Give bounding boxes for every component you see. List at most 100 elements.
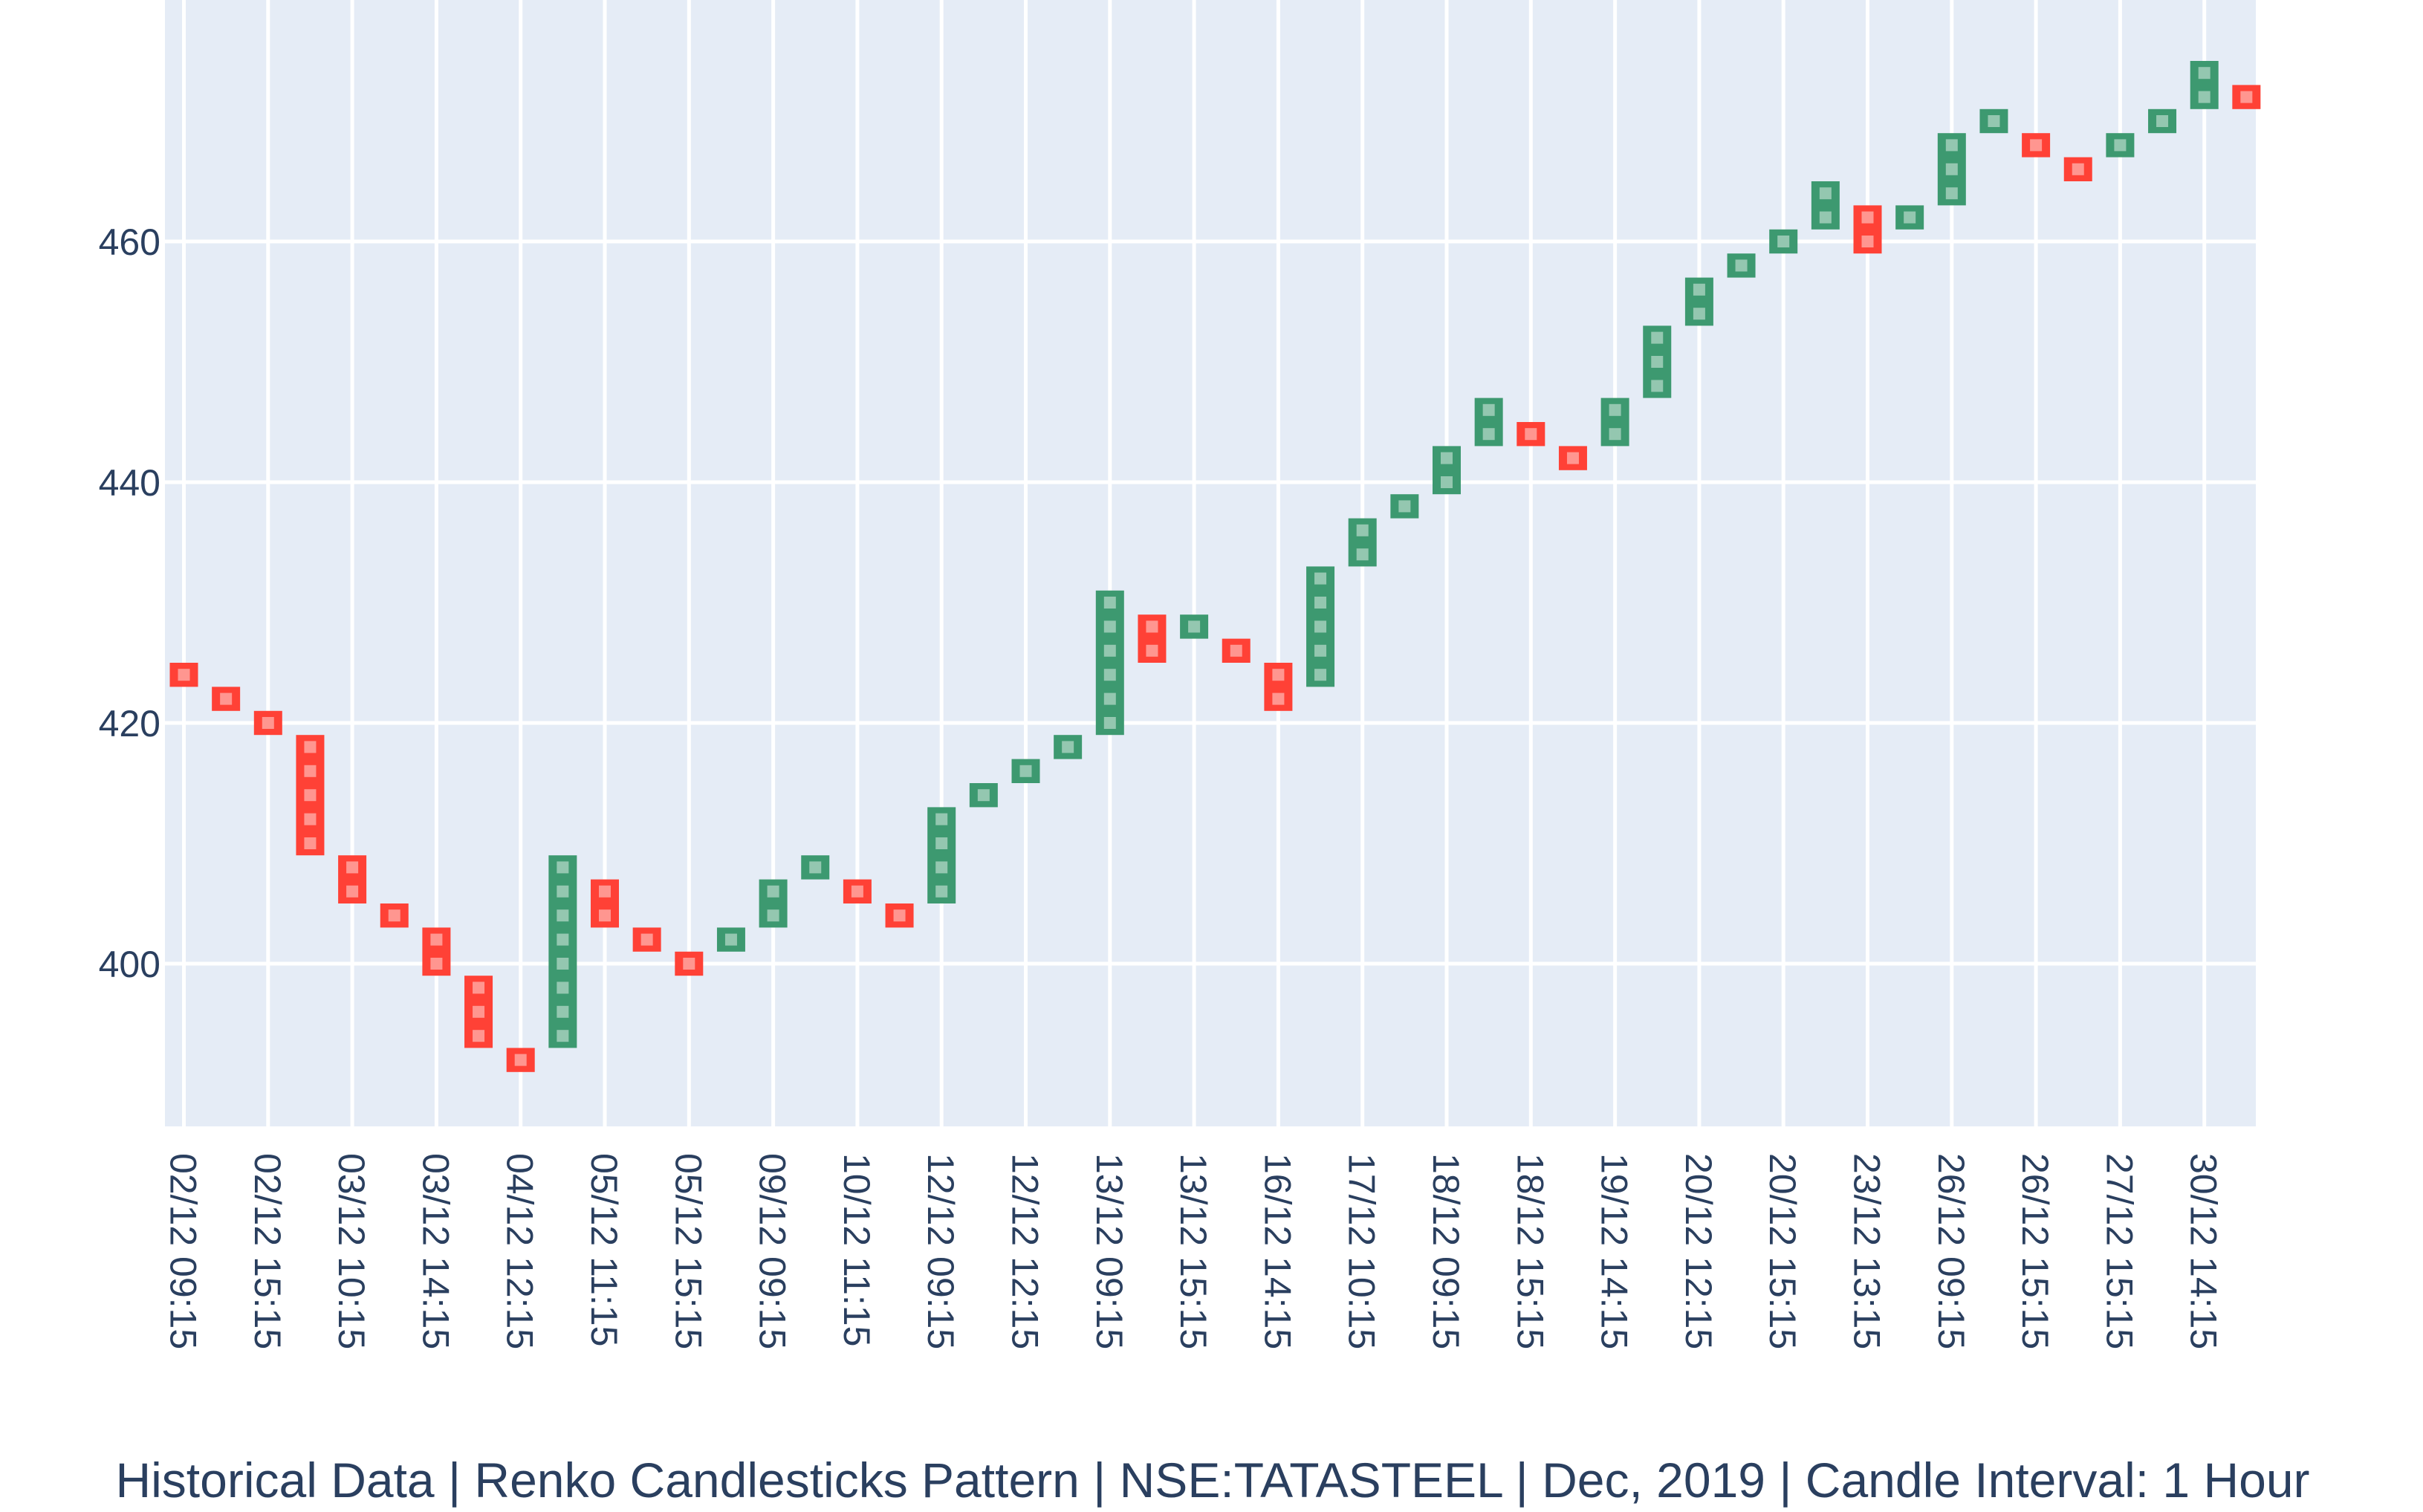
- up-brick: [1727, 253, 1756, 278]
- brick-box-marker: [1146, 620, 1158, 633]
- brick-box-marker: [599, 885, 611, 898]
- brick-box-marker: [430, 933, 443, 946]
- brick-box-marker: [557, 885, 569, 898]
- x-tick-label: 26/12 09:15: [1930, 1153, 1972, 1349]
- x-tick-label: 16/12 14:15: [1256, 1153, 1298, 1349]
- x-tick-label: 27/12 15:15: [2098, 1153, 2140, 1349]
- brick-box-marker: [178, 669, 190, 681]
- brick-box-marker: [1482, 403, 1495, 416]
- brick-box-marker: [1188, 620, 1201, 633]
- x-tick-label: 03/12 14:15: [415, 1153, 456, 1349]
- brick-box-marker: [2240, 91, 2253, 103]
- down-brick: [1517, 422, 1545, 447]
- x-tick-label: 23/12 13:15: [1846, 1153, 1888, 1349]
- x-tick-label: 02/12 15:15: [247, 1153, 288, 1349]
- down-brick: [1558, 446, 1587, 470]
- x-tick-label: 10/12 11:15: [836, 1153, 878, 1346]
- up-brick: [1011, 759, 1040, 783]
- down-brick: [380, 903, 409, 928]
- up-brick: [2190, 61, 2219, 109]
- y-tick-label: 460: [99, 221, 160, 263]
- brick-box-marker: [1566, 452, 1579, 464]
- up-brick: [1433, 446, 1461, 495]
- brick-box-marker: [430, 958, 443, 970]
- down-brick: [1138, 614, 1167, 663]
- up-brick: [759, 879, 788, 928]
- down-brick: [1853, 205, 1882, 254]
- up-brick: [1684, 277, 1713, 326]
- brick-box-marker: [2198, 91, 2210, 103]
- brick-box-marker: [1103, 644, 1116, 657]
- x-tick-label: 09/12 09:15: [752, 1153, 794, 1349]
- up-brick: [1180, 614, 1209, 639]
- down-brick: [1264, 663, 1293, 711]
- brick-box-marker: [262, 717, 274, 729]
- down-brick: [885, 903, 914, 928]
- brick-box-marker: [1525, 428, 1537, 441]
- brick-box-marker: [1356, 524, 1369, 536]
- brick-box-marker: [557, 1005, 569, 1018]
- brick-box-marker: [1103, 597, 1116, 609]
- brick-box-marker: [557, 958, 569, 970]
- x-tick-label: 12/12 12:15: [1005, 1153, 1046, 1349]
- up-brick: [1937, 133, 1966, 206]
- up-brick: [1474, 398, 1503, 447]
- brick-box-marker: [1103, 692, 1116, 705]
- brick-box-marker: [1945, 163, 1958, 175]
- x-tick-label: 05/12 11:15: [583, 1153, 625, 1346]
- brick-box-marker: [1945, 139, 1958, 152]
- down-brick: [422, 927, 451, 976]
- up-brick: [1895, 205, 1924, 230]
- x-tick-label: 26/12 15:15: [2014, 1153, 2056, 1349]
- up-brick: [716, 927, 745, 952]
- up-brick: [1643, 325, 1672, 398]
- y-tick-label: 420: [99, 703, 160, 744]
- brick-box-marker: [2114, 139, 2127, 152]
- brick-box-marker: [1146, 644, 1158, 657]
- down-brick: [632, 927, 661, 952]
- y-gridlines: [165, 239, 2256, 966]
- y-tick-label: 400: [99, 944, 160, 985]
- brick-box-marker: [640, 933, 653, 946]
- brick-box-marker: [1441, 476, 1453, 488]
- x-tick-label: 03/12 10:15: [331, 1153, 372, 1349]
- brick-box-marker: [557, 981, 569, 994]
- brick-box-marker: [893, 909, 906, 922]
- x-tick-label: 13/12 15:15: [1172, 1153, 1214, 1349]
- brick-box-marker: [304, 837, 317, 849]
- x-tick-label: 19/12 14:15: [1594, 1153, 1635, 1349]
- brick-box-marker: [1272, 669, 1285, 681]
- down-brick: [506, 1048, 535, 1072]
- x-tick-label: 30/12 14:15: [2183, 1153, 2225, 1349]
- brick-box-marker: [1735, 259, 1748, 272]
- brick-box-marker: [557, 861, 569, 874]
- brick-box-marker: [2072, 163, 2084, 175]
- plot-background: [165, 0, 2256, 1126]
- up-brick: [2106, 133, 2135, 158]
- brick-box-marker: [1609, 428, 1621, 441]
- brick-box-marker: [1819, 211, 1832, 224]
- brick-box-marker: [473, 1030, 485, 1042]
- brick-box-marker: [1482, 428, 1495, 441]
- down-brick: [464, 976, 493, 1048]
- y-axis-tick-labels: 400 420 440 460: [99, 221, 160, 985]
- brick-box-marker: [557, 933, 569, 946]
- x-tick-label: 12/12 09:15: [920, 1153, 961, 1349]
- up-brick: [1811, 181, 1840, 230]
- up-brick: [1600, 398, 1629, 447]
- brick-box-marker: [304, 789, 317, 802]
- brick-box-marker: [1904, 211, 1916, 224]
- brick-box-marker: [1861, 236, 1874, 247]
- down-brick: [2232, 85, 2261, 109]
- brick-box-marker: [1398, 500, 1411, 513]
- down-brick: [1222, 638, 1251, 663]
- brick-box-marker: [346, 861, 359, 874]
- brick-box-marker: [557, 1030, 569, 1042]
- brick-box-marker: [1988, 115, 2000, 127]
- brick-box-marker: [1062, 741, 1074, 753]
- brick-box-marker: [1651, 356, 1664, 368]
- brick-box-marker: [1777, 236, 1790, 247]
- brick-box-marker: [1019, 765, 1032, 777]
- up-brick: [1095, 590, 1124, 736]
